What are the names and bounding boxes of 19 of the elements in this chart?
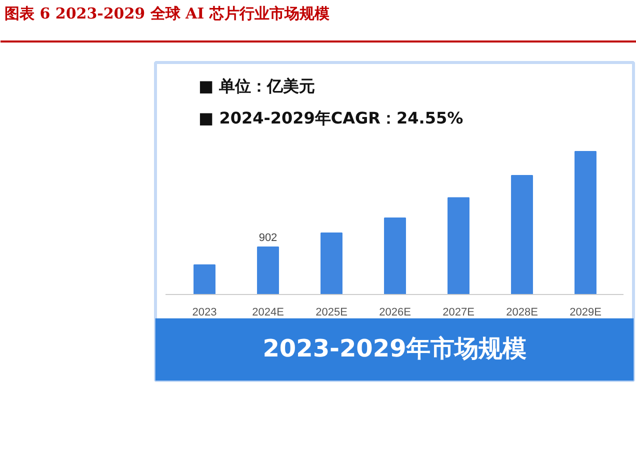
data-label: 902	[258, 232, 278, 244]
x-tick-label: 2024E	[252, 306, 284, 318]
x-tick-label: 2025E	[316, 306, 348, 318]
x-tick-label: 2026E	[379, 306, 411, 318]
bar	[448, 197, 470, 295]
bar	[511, 174, 533, 295]
bar	[320, 232, 342, 295]
text: ■ 2024-2029年CAGR：24.55%	[198, 108, 464, 128]
x-tick-label: 2028E	[506, 306, 538, 318]
x-tick-label: 2029E	[570, 306, 602, 318]
bar	[194, 264, 216, 295]
x-tick-label: 2027E	[442, 306, 474, 318]
text: 2023-2029年市场规模	[262, 334, 526, 362]
bar	[257, 246, 279, 295]
text: ■ 单位：亿美元	[198, 76, 316, 96]
chart-title: 图表 6 2023-2029 全球 AI 芯片行业市场规模	[4, 4, 330, 22]
x-tick-label: 2023	[192, 306, 217, 318]
bar	[574, 151, 596, 295]
bar	[384, 217, 406, 295]
